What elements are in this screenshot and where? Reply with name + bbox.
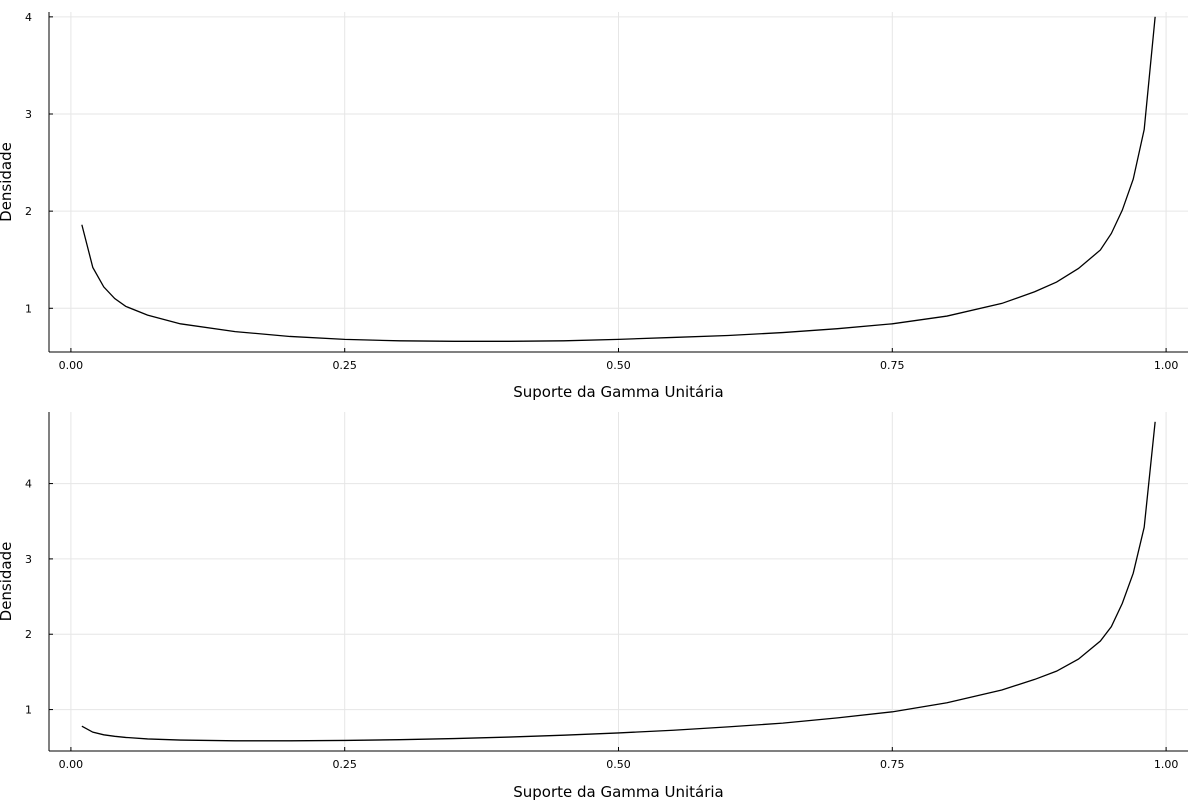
- y-axis-label: Densidade: [0, 542, 15, 622]
- series-line: [81, 16, 1156, 342]
- x-tick-label: 0.25: [332, 758, 357, 771]
- x-tick-label: 1.00: [1154, 359, 1179, 372]
- y-tick-label: 3: [25, 108, 32, 121]
- series-line: [81, 421, 1156, 742]
- y-tick-label: 4: [25, 478, 32, 491]
- y-tick-label: 3: [25, 553, 32, 566]
- y-tick-label: 2: [25, 628, 32, 641]
- x-tick-label: 0.75: [880, 359, 905, 372]
- x-tick-label: 0.75: [880, 758, 905, 771]
- x-axis-label: Suporte da Gamma Unitária: [513, 383, 724, 401]
- x-tick-label: 0.25: [332, 359, 357, 372]
- subplot-2: 0.00 0.25 0.50 0.75 1.00 1 2 3 4 Suporte da Gamma…: [0, 412, 1188, 800]
- x-axis-label: Suporte da Gamma Unitária: [513, 783, 724, 800]
- x-tick-label: 0.00: [59, 359, 84, 372]
- x-tick-label: 0.50: [606, 359, 631, 372]
- x-tick-label: 1.00: [1154, 758, 1179, 771]
- y-tick-label: 1: [25, 302, 32, 315]
- x-tick-label: 0.50: [606, 758, 631, 771]
- y-tick-label: 4: [25, 11, 32, 24]
- y-tick-label: 2: [25, 205, 32, 218]
- x-tick-label: 0.00: [59, 758, 84, 771]
- y-axis-label: Densidade: [0, 142, 15, 222]
- subplot-1: 0.00 0.25 0.50 0.75 1.00 1 2 3 4 Suporte da Gamma…: [0, 11, 1188, 401]
- y-tick-label: 1: [25, 704, 32, 717]
